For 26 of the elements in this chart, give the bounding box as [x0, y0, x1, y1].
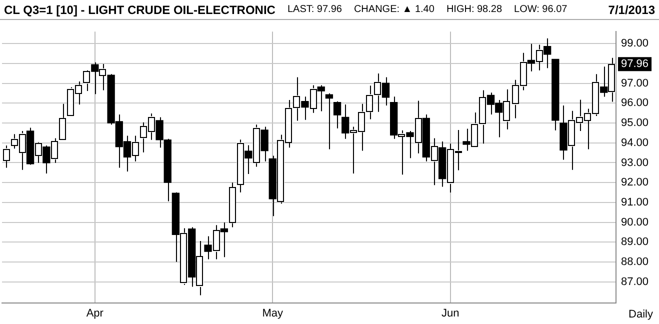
text: LAST: 97.96 [287, 4, 342, 15]
candlestick [333, 100, 342, 129]
chart-subtitle: 7/1/2013 [608, 2, 655, 16]
y-tick-label: 91.00 [621, 196, 649, 208]
x-tick-label: May [262, 307, 284, 320]
text: HIGH: 98.28 [446, 4, 502, 15]
candlestick [58, 103, 66, 140]
x-axis-title: Daily [628, 308, 654, 320]
y-tick-label: 95.00 [621, 117, 649, 130]
y-tick-label: 94.00 [621, 136, 649, 149]
y-tick-label: 88.00 [621, 256, 649, 268]
y-tick-label: 99.00 [621, 38, 649, 50]
y-tick-label: 90.00 [621, 216, 649, 228]
annotation: 97.96 [621, 58, 649, 70]
chart-title: CL Q3=1 [10] - LIGHT CRUDE OIL-ELECTRONIC [4, 2, 276, 16]
y-tick-label: 89.00 [621, 236, 649, 248]
y-tick-label: 92.00 [621, 176, 649, 189]
y-tick-label: 93.00 [621, 156, 649, 169]
y-tick-label: 97.00 [621, 77, 649, 90]
x-tick-label: Jun [442, 307, 460, 320]
x-tick-label: Apr [86, 307, 104, 320]
y-tick-label: 87.00 [621, 276, 649, 288]
text: LOW: 96.07 [514, 4, 568, 15]
y-tick-label: 96.00 [621, 97, 649, 110]
text: CHANGE: ▲ 1.40 [354, 4, 434, 15]
candlestick [2, 144, 10, 168]
